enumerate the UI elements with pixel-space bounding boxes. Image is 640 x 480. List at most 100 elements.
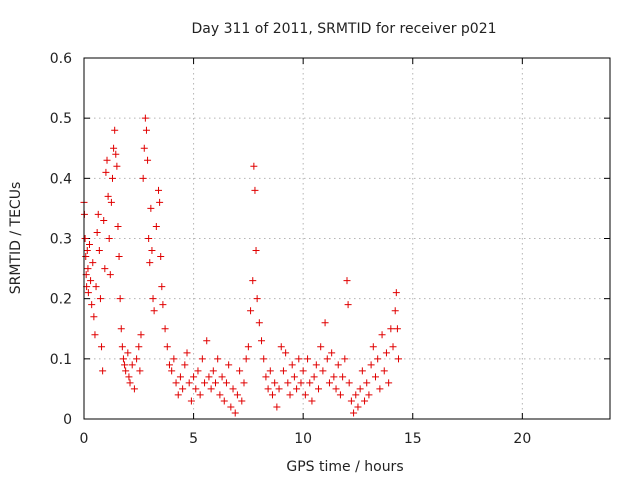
data-point [299, 367, 307, 375]
data-point [141, 114, 149, 122]
data-point [106, 271, 114, 279]
data-point [81, 235, 89, 242]
data-point [236, 367, 244, 375]
data-point [275, 385, 283, 393]
y-tick-label: 0.5 [50, 111, 72, 127]
data-point [84, 289, 92, 297]
data-point [94, 210, 102, 218]
data-point [85, 241, 93, 249]
data-point [380, 367, 388, 375]
data-point [306, 379, 314, 387]
data-point [212, 379, 219, 387]
data-point [117, 325, 125, 333]
data-point [354, 403, 362, 411]
data-point [158, 283, 166, 291]
data-point [231, 409, 239, 417]
data-point [378, 331, 386, 339]
data-point [157, 253, 165, 261]
data-point [176, 373, 184, 381]
data-point [308, 397, 316, 405]
data-point [119, 355, 127, 363]
data-point [155, 186, 163, 194]
data-point [301, 391, 309, 399]
data-point [163, 343, 171, 351]
data-point [266, 367, 274, 375]
data-point [250, 162, 258, 170]
data-point [83, 247, 91, 255]
data-point [150, 307, 158, 315]
data-point [334, 361, 342, 369]
data-point [136, 367, 144, 375]
data-point [271, 379, 279, 387]
data-point [382, 349, 390, 357]
data-point [238, 397, 246, 405]
data-point [90, 313, 98, 321]
data-point [242, 355, 250, 363]
y-tick-label: 0.1 [50, 352, 72, 368]
data-point [264, 385, 272, 393]
data-point [113, 162, 121, 170]
data-point [105, 235, 113, 242]
data-point [108, 174, 116, 182]
data-point [255, 319, 263, 327]
x-tick-label: 0 [80, 431, 89, 447]
data-point [374, 355, 382, 363]
data-point [277, 343, 285, 351]
data-point [84, 265, 92, 273]
data-point [319, 367, 327, 375]
data-point [174, 391, 182, 399]
data-point [315, 385, 323, 393]
data-point [345, 379, 353, 387]
data-point [249, 277, 257, 285]
data-point [152, 222, 160, 230]
data-point [139, 174, 147, 182]
data-point [172, 379, 180, 387]
data-point [130, 385, 138, 393]
data-point [347, 397, 355, 405]
data-point [128, 361, 136, 369]
data-point [350, 409, 358, 417]
data-point [165, 361, 173, 369]
data-point [317, 343, 325, 351]
data-point [144, 156, 152, 164]
data-point [118, 343, 126, 351]
y-tick-label: 0 [63, 412, 72, 428]
data-point [310, 373, 318, 381]
data-point [89, 259, 97, 267]
data-point [252, 247, 260, 255]
data-point [145, 235, 153, 242]
data-point [194, 367, 202, 375]
data-point [156, 198, 164, 206]
data-point [148, 247, 156, 255]
data-point [103, 156, 111, 164]
data-point [253, 295, 261, 303]
data-point [321, 319, 329, 327]
data-point [293, 385, 301, 393]
data-point [288, 361, 296, 369]
data-point [218, 373, 226, 381]
data-point [284, 379, 292, 387]
data-point [101, 265, 109, 273]
y-tick-label: 0.6 [50, 51, 72, 67]
data-point [190, 373, 198, 381]
data-point [115, 253, 123, 261]
data-point [365, 391, 373, 399]
data-point [352, 391, 360, 399]
data-point [181, 361, 189, 369]
data-point [170, 355, 178, 363]
x-tick-label: 10 [294, 431, 312, 447]
data-point [125, 373, 133, 381]
data-point [393, 325, 401, 333]
data-point [325, 379, 333, 387]
data-point [110, 144, 118, 152]
data-point [262, 373, 270, 381]
data-point [91, 331, 99, 339]
data-point [100, 216, 108, 224]
data-point [87, 277, 95, 285]
data-point [99, 367, 107, 375]
y-tick-label: 0.3 [50, 232, 72, 248]
data-point [96, 295, 104, 303]
data-point [98, 343, 106, 351]
data-point [371, 373, 379, 381]
data-point [124, 349, 132, 357]
